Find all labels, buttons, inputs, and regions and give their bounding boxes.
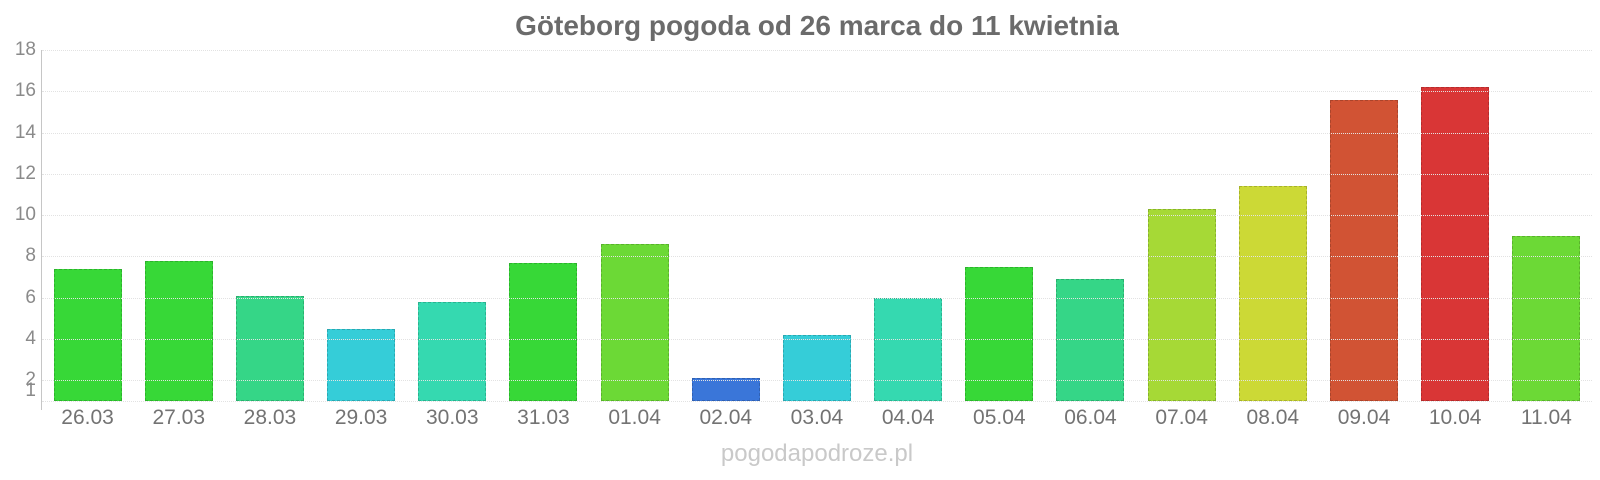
gridline-4 <box>42 339 1592 341</box>
bar-27.03[interactable] <box>144 260 213 401</box>
bar-08.04[interactable] <box>1238 186 1307 401</box>
gridline-1 <box>42 401 1592 402</box>
gridline-12 <box>42 173 1592 175</box>
y-axis-label-8: 8 <box>25 245 36 267</box>
bar-slot-11.04 <box>1501 50 1592 401</box>
bar-01.04[interactable] <box>600 244 669 401</box>
y-axis-label-6: 6 <box>25 286 36 308</box>
bar-slot-10.04 <box>1410 50 1501 401</box>
x-axis-label-31.03: 31.03 <box>517 406 570 429</box>
bar-slot-31.03 <box>498 50 589 401</box>
x-axis-label-10.04: 10.04 <box>1428 406 1482 429</box>
bar-slot-27.03 <box>133 50 224 401</box>
bar-slot-07.04 <box>1136 50 1227 401</box>
gridline-8 <box>42 256 1592 258</box>
bar-slot-02.04 <box>680 50 771 401</box>
y-axis-label-14: 14 <box>14 121 36 143</box>
bar-04.04[interactable] <box>874 297 943 401</box>
bar-slot-28.03 <box>224 50 315 401</box>
bar-slot-09.04 <box>1318 50 1409 401</box>
x-axis-label-29.03: 29.03 <box>334 406 388 429</box>
bar-slot-03.04 <box>771 50 862 401</box>
y-axis-line <box>41 50 42 410</box>
bar-31.03[interactable] <box>509 262 578 401</box>
y-axis-label-1: 1 <box>25 380 36 401</box>
gridline-6 <box>42 297 1592 299</box>
bar-30.03[interactable] <box>418 301 487 401</box>
y-axis-label-16: 16 <box>14 80 36 102</box>
y-axis-label-12: 12 <box>14 162 36 184</box>
x-axis-label-02.04: 02.04 <box>699 406 753 429</box>
gridline-2 <box>42 380 1592 382</box>
bar-26.03[interactable] <box>53 268 122 401</box>
x-axis-label-28.03: 28.03 <box>243 406 297 429</box>
x-axis-label-07.04: 07.04 <box>1155 406 1208 429</box>
bar-28.03[interactable] <box>235 295 304 401</box>
x-axis-label-11.04: 11.04 <box>1520 406 1572 429</box>
x-axis-label-01.04: 01.04 <box>608 406 661 429</box>
bar-10.04[interactable] <box>1421 87 1490 401</box>
gridline-18 <box>42 50 1592 51</box>
bar-11.04[interactable] <box>1512 235 1581 401</box>
gridline-14 <box>42 132 1592 134</box>
bar-29.03[interactable] <box>327 328 396 401</box>
bar-slot-08.04 <box>1227 50 1318 401</box>
bar-03.04[interactable] <box>782 334 851 401</box>
x-axis-label-06.04: 06.04 <box>1064 406 1117 429</box>
bar-slot-04.04 <box>863 50 954 401</box>
x-axis-label-27.03: 27.03 <box>152 406 206 429</box>
bar-09.04[interactable] <box>1329 99 1398 401</box>
bar-slot-30.03 <box>407 50 498 401</box>
bar-07.04[interactable] <box>1147 208 1216 401</box>
x-axis-label-30.03: 30.03 <box>425 406 479 429</box>
chart-title: Göteborg pogoda od 26 marca do 11 kwietn… <box>515 10 1119 41</box>
x-axis-label-09.04: 09.04 <box>1337 406 1391 429</box>
x-axis-label-05.04: 05.04 <box>973 406 1026 429</box>
x-axis-label-26.03: 26.03 <box>61 406 114 429</box>
y-axis-label-4: 4 <box>25 328 36 350</box>
x-axis-label-04.04: 04.04 <box>881 406 935 429</box>
bar-slot-29.03 <box>316 50 407 401</box>
gridline-10 <box>42 215 1592 217</box>
bar-05.04[interactable] <box>965 266 1034 401</box>
plot-area <box>41 50 1592 410</box>
watermark-text: pogodapodroze.pl <box>720 440 914 467</box>
y-axis-label-2: 2 <box>25 369 36 391</box>
bar-slot-05.04 <box>954 50 1045 401</box>
bar-slot-26.03 <box>42 50 133 401</box>
bar-slot-01.04 <box>589 50 680 401</box>
bar-slot-06.04 <box>1045 50 1136 401</box>
y-axis-label-10: 10 <box>14 204 36 226</box>
bar-02.04[interactable] <box>691 378 760 401</box>
x-axis-label-03.04: 03.04 <box>790 406 844 429</box>
y-axis-label-18: 18 <box>14 39 36 60</box>
gridline-16 <box>42 91 1592 93</box>
x-axis-labels: 26.03 27.03 28.03 29.03 30.03 31.03 01.04 02.04… <box>42 406 1592 430</box>
bars-row <box>42 50 1592 401</box>
x-axis-label-08.04: 08.04 <box>1246 406 1300 429</box>
